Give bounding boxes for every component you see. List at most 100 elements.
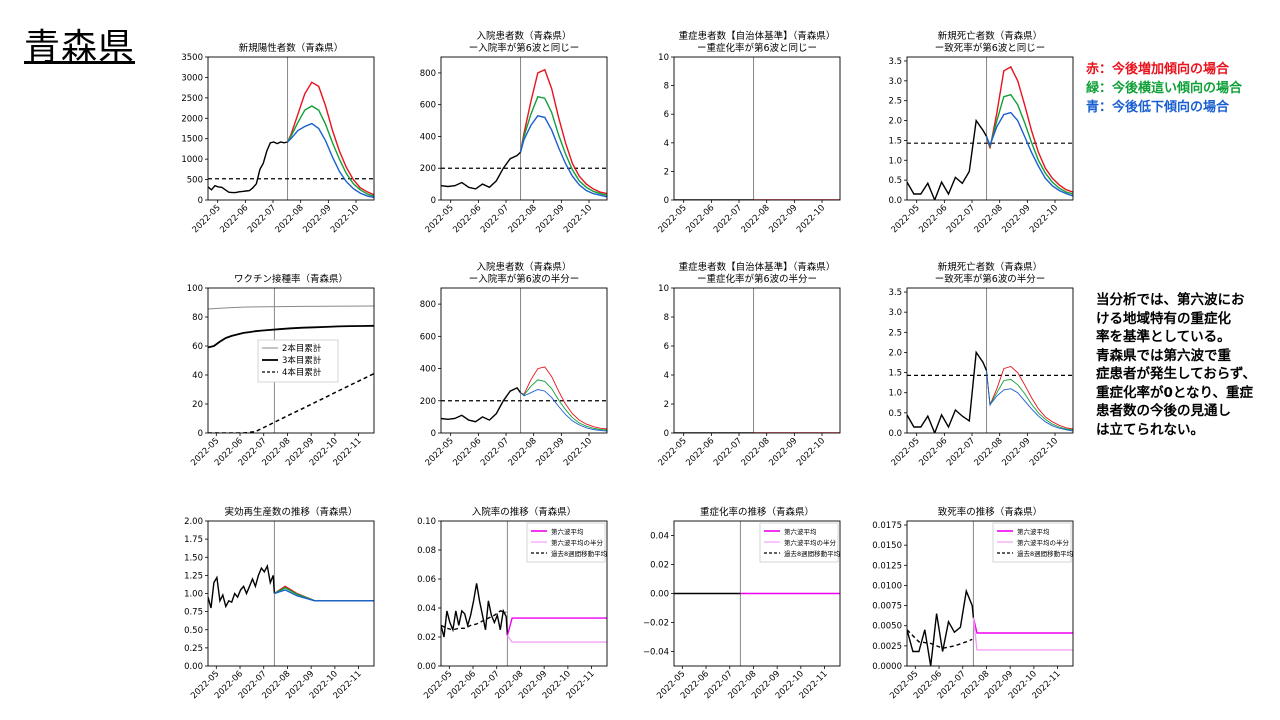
y-tick-label: 3.5	[888, 288, 902, 298]
y-tick-label: 0.5	[888, 409, 902, 419]
y-tick-label: 0.10	[417, 517, 436, 527]
chart-fatality-rate: 致死率の推移（青森県） 0.0000 0.0025 0.0050 0.0075 0.010…	[872, 506, 1073, 701]
y-tick-label: 6	[664, 342, 669, 352]
y-tick-label: 20	[192, 400, 203, 410]
series-line	[972, 617, 1073, 651]
y-tick-label: 2.5	[888, 328, 902, 338]
y-tick-label: 2000	[181, 114, 203, 124]
series-line	[441, 583, 509, 638]
y-tick-label: 0.0050	[872, 622, 902, 632]
y-tick-label: 600	[420, 332, 436, 342]
x-tick-label: 2022-08	[507, 436, 539, 468]
y-tick-label: 100	[187, 284, 203, 294]
chart-hospitalized-half: 入院患者数（青森県）ー入院率が第6波の半分ー 0 200 400 600 800 2022-…	[420, 261, 608, 468]
y-tick-label: 0	[431, 429, 436, 439]
x-tick-label: 2022-06	[917, 436, 949, 468]
series-line	[208, 563, 276, 609]
chart-deaths-wave6: 新規死亡者数（青森県）ー致死率が第6波と同じー 0.0 0.5 1.0 1.5 2.0 2.…	[888, 30, 1074, 235]
y-tick-label: 1000	[181, 155, 203, 165]
legend-label: 第六波平均の半分	[1017, 538, 1070, 547]
chart-title: ー致死率が第6波の半分ー	[935, 273, 1046, 285]
x-tick-label: 2022-09	[534, 436, 566, 468]
y-tick-label: 8	[664, 313, 669, 323]
chart-new-cases: 新規陽性者数（青森県） 0 500 1000 1500 2000 2500 3000 3500 2…	[181, 42, 375, 235]
y-tick-label: 0.02	[650, 561, 669, 571]
x-tick-label: 2022-07	[945, 203, 977, 235]
series-line	[286, 105, 374, 197]
y-tick-label: 0.75	[184, 608, 203, 618]
series-line	[441, 387, 522, 423]
legend-label: 第六波平均	[784, 527, 817, 536]
plot-frame	[440, 520, 608, 667]
plot-frame	[906, 56, 1074, 201]
chart-title: 重症患者数【自治体基準】（青森県）	[679, 30, 836, 42]
legend-label: 2本目累計	[282, 343, 322, 354]
legend-label: 過去8週間移動平均	[784, 549, 841, 558]
y-tick-label: 0.50	[184, 626, 203, 636]
analysis-note: 当分析では、第六波にお ける地域特有の重症化 率を基準としている。 青森県では第…	[1096, 291, 1272, 439]
note-line: 重症化率が0となり、重症	[1096, 384, 1253, 401]
y-tick-label: 2	[664, 400, 669, 410]
scenario-legend-blue: 青：今後低下傾向の場合	[1086, 100, 1230, 115]
scenario-legend-red: 赤：今後増加傾向の場合	[1086, 62, 1230, 77]
x-tick-label: 2022-09	[1000, 436, 1032, 468]
y-tick-label: 10	[658, 284, 669, 294]
x-tick-label: 2022-10	[795, 436, 827, 468]
legend-label: 4本目累計	[282, 367, 322, 378]
plot-frame	[906, 287, 1074, 434]
x-tick-label: 2022-09	[767, 203, 799, 235]
legend-label: 第六波平均	[551, 527, 584, 536]
y-tick-label: 0.0	[888, 196, 902, 206]
y-tick-label: 800	[420, 300, 436, 310]
series-line	[985, 111, 1073, 197]
plot-frame	[207, 56, 375, 201]
y-tick-label: 0	[664, 429, 669, 439]
x-tick-label: 2022-10	[329, 203, 361, 235]
plot-frame	[207, 287, 375, 434]
x-tick-label: 2022-08	[274, 203, 306, 235]
x-tick-label: 2022-07	[246, 203, 278, 235]
y-tick-label: 0.25	[184, 644, 203, 654]
y-tick-label: 0.0150	[872, 541, 902, 551]
x-tick-label: 2022-10	[562, 203, 594, 235]
x-tick-label: 2022-09	[301, 203, 333, 235]
series-line	[208, 141, 288, 194]
scenario-legend: 赤：今後増加傾向の場合 緑：今後横這い傾向の場合 青：今後低下傾向の場合	[1086, 60, 1242, 117]
page-title: 青森県	[24, 27, 136, 68]
y-tick-label: 60	[192, 342, 203, 352]
legend-label: 第六波平均の半分	[551, 538, 604, 547]
y-tick-label: 0.0175	[872, 521, 902, 531]
series-line	[907, 629, 973, 650]
y-tick-label: 8	[664, 82, 669, 92]
chart-hosp-rate: 入院率の推移（青森県）0.000.020.040.060.080.102022-…	[417, 506, 608, 701]
y-tick-label: 0.06	[417, 575, 436, 585]
y-tick-label: 0	[664, 196, 669, 206]
y-tick-label: 0	[431, 196, 436, 206]
y-tick-label: 0.0	[888, 429, 902, 439]
chart-vaccination: ワクチン接種率（青森県）0204060801002022-052022-0620…	[187, 273, 375, 468]
chart-title: ー入院率が第6波と同じー	[469, 42, 580, 54]
chart-title: 新規陽性者数（青森県）	[239, 42, 344, 54]
x-tick-label: 2022-10	[562, 436, 594, 468]
legend-label: 過去8週間移動平均	[1017, 549, 1074, 558]
x-tick-label: 2022-05	[424, 203, 456, 235]
chart-title: ー入院率が第6波の半分ー	[469, 273, 580, 285]
y-tick-label: 80	[192, 313, 203, 323]
y-tick-label: 2	[664, 167, 669, 177]
series-line	[287, 122, 374, 199]
series-line	[520, 379, 607, 431]
y-tick-label: 400	[420, 132, 436, 142]
y-tick-label: 2.5	[888, 97, 902, 107]
y-tick-label: 3.5	[888, 57, 902, 67]
y-tick-label: 2.00	[184, 517, 203, 527]
chart-title: 実効再生産数の推移（青森県）	[224, 506, 357, 518]
y-tick-label: 800	[420, 69, 436, 79]
y-tick-label: 0.04	[417, 604, 436, 614]
x-tick-label: 2022-09	[534, 203, 566, 235]
series-line	[519, 95, 607, 196]
series-line	[208, 305, 374, 310]
y-tick-label: 1.00	[184, 590, 203, 600]
note-line: 青森県では第六波で重	[1096, 347, 1231, 364]
plot-frame	[673, 287, 841, 434]
